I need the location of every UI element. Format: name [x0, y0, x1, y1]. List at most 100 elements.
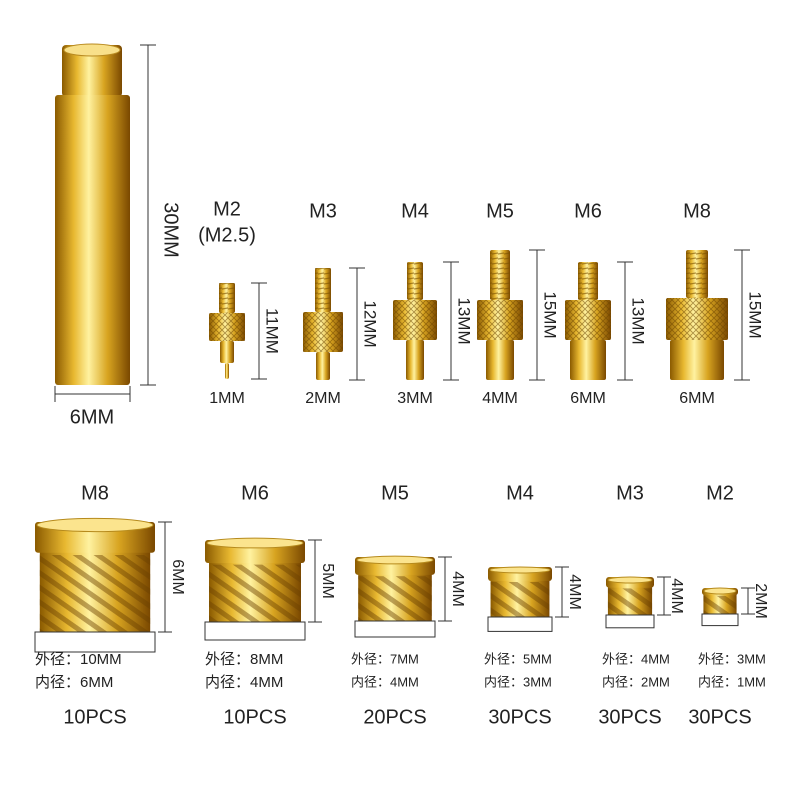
insert: [701, 587, 755, 627]
tip-pin: 2MM: [305, 390, 341, 407]
dimension-line: [308, 539, 322, 623]
insert: [34, 517, 172, 653]
insert-top: [607, 576, 653, 584]
knurl: [666, 298, 728, 340]
dimension-line: [617, 261, 633, 381]
dimension-line: [741, 587, 755, 615]
tip-height: 11MM: [263, 308, 282, 354]
tip-height: 12MM: [361, 300, 380, 347]
tip-height: 13MM: [455, 297, 474, 344]
width-box: [34, 631, 156, 653]
dimension-line: [349, 267, 365, 381]
insert-knurl: [703, 595, 737, 614]
thread: [315, 268, 331, 312]
tip-height: 15MM: [541, 291, 560, 338]
outer-diameter: 外径：10MM: [35, 651, 122, 668]
insert-top: [489, 566, 551, 574]
inner-diameter: 内径：2MM: [602, 674, 670, 689]
insert-thread: M8: [81, 482, 109, 504]
tip-pin: 4MM: [482, 390, 518, 407]
insert-knurl: [39, 555, 151, 632]
dimension-line: [657, 576, 671, 616]
insert-height: 5MM: [319, 563, 336, 599]
rod-diameter: 6MM: [70, 406, 114, 428]
knurl: [477, 300, 523, 340]
dimension-line: [438, 556, 452, 622]
inner-diameter: 内径：4MM: [351, 674, 419, 689]
outer-diameter: 外径：4MM: [602, 651, 670, 666]
inner-diameter: 内径：3MM: [484, 674, 552, 689]
tip: [209, 282, 267, 380]
inner-diameter: 内径：4MM: [205, 674, 283, 691]
insert-height: 4MM: [668, 578, 685, 614]
outer-diameter: 外径：8MM: [205, 651, 283, 668]
insert-top: [703, 587, 737, 595]
insert-knurl: [209, 564, 301, 622]
tip-pin: 1MM: [209, 390, 245, 407]
tip-thread: M6: [574, 200, 602, 222]
quantity: 10PCS: [223, 706, 286, 728]
thread: [578, 262, 598, 300]
width-box: [354, 620, 436, 638]
thread: [219, 283, 235, 313]
inner-diameter: 内径：6MM: [35, 674, 113, 691]
tip-part: [316, 352, 330, 380]
tip-pin: 6MM: [570, 390, 606, 407]
quantity: 10PCS: [63, 706, 126, 728]
tip-part: [406, 340, 424, 380]
dimension-line: [443, 261, 459, 381]
insert-knurl: [607, 588, 653, 615]
dimension-line: [158, 521, 172, 633]
outer-diameter: 外径：7MM: [351, 651, 419, 666]
insert-knurl: [490, 582, 550, 617]
dimension-line: [734, 249, 750, 381]
tip-pin: 6MM: [679, 390, 715, 407]
quantity: 30PCS: [598, 706, 661, 728]
insert-thread: M4: [506, 482, 534, 504]
quantity: 20PCS: [363, 706, 426, 728]
tip-thread: M2: [213, 198, 241, 220]
insert: [354, 555, 452, 638]
tip-part: [220, 341, 234, 363]
rod: [54, 43, 156, 402]
quantity: 30PCS: [688, 706, 751, 728]
width-box: [487, 616, 553, 632]
tip-thread: M8: [683, 200, 711, 222]
width-box: [605, 614, 655, 629]
outer-diameter: 外径：5MM: [484, 651, 552, 666]
tip-pin: 3MM: [397, 390, 433, 407]
insert-top: [206, 537, 304, 549]
tip: [477, 249, 545, 381]
thread: [407, 262, 423, 300]
tip: [565, 261, 633, 381]
insert-thread: M6: [241, 482, 269, 504]
insert: [487, 566, 569, 632]
width-box: [701, 613, 739, 627]
rod-length: 30MM: [160, 202, 182, 258]
dimension-line: [555, 566, 569, 618]
tip-part: [670, 340, 724, 380]
insert-knurl: [358, 576, 432, 621]
knurl: [303, 312, 343, 352]
dimension-line: [529, 249, 545, 381]
thread: [490, 250, 510, 300]
tip-thread-alt: (M2.5): [198, 224, 256, 246]
tip-thread: M4: [401, 200, 429, 222]
tip-part: [225, 363, 229, 379]
tip: [303, 267, 365, 381]
knurl: [393, 300, 437, 340]
insert-top: [356, 555, 434, 565]
inner-diameter: 内径：1MM: [698, 674, 766, 689]
insert-height: 2MM: [752, 583, 769, 619]
width-box: [204, 621, 306, 641]
tip-height: 15MM: [746, 291, 765, 338]
insert: [605, 576, 671, 629]
insert-thread: M2: [706, 482, 734, 504]
insert-thread: M3: [616, 482, 644, 504]
tip-part: [570, 340, 606, 380]
quantity: 30PCS: [488, 706, 551, 728]
insert-height: 6MM: [169, 559, 186, 595]
insert-top: [36, 517, 154, 533]
thread: [686, 250, 708, 298]
